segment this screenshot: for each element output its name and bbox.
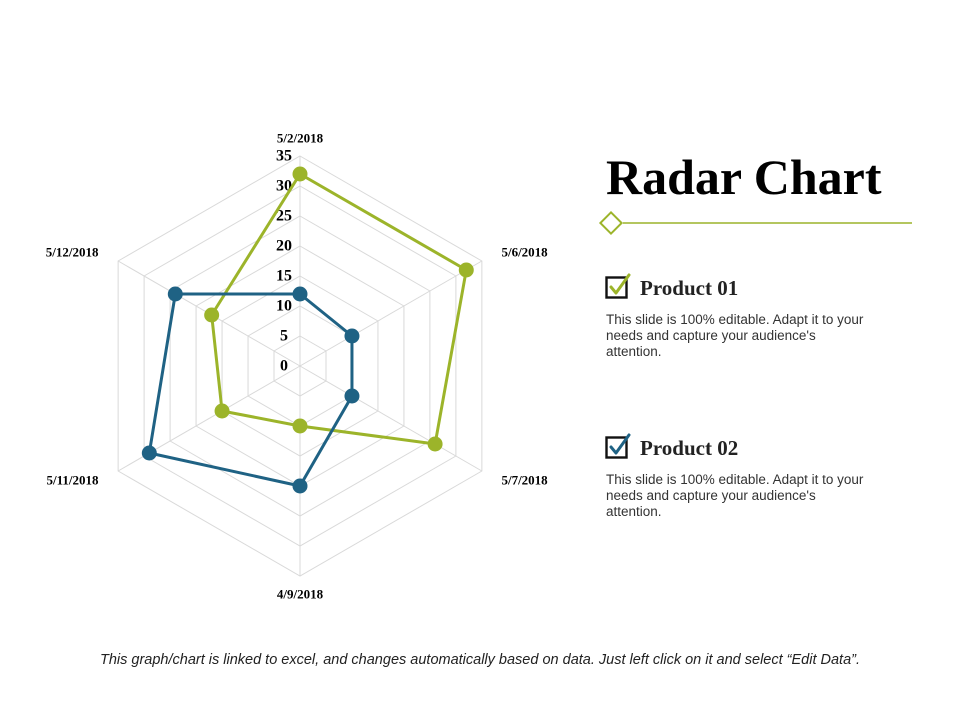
axis-tick-label: 5 [280, 328, 288, 345]
legend-item-product-02: Product 02 This slide is 100% editable. … [605, 433, 896, 520]
data-point [204, 307, 220, 323]
data-point [214, 403, 230, 419]
series-2 [141, 286, 360, 494]
axis-tick-label: 10 [276, 298, 292, 315]
legend-description: This slide is 100% editable. Adapt it to… [606, 472, 864, 519]
data-point [344, 328, 360, 344]
radar-grid [117, 155, 483, 577]
title-divider [598, 210, 912, 236]
category-label: 5/12/2018 [46, 245, 99, 260]
checkbox-check-icon [605, 433, 631, 460]
data-point [292, 286, 308, 302]
series-layer [141, 166, 474, 494]
category-label: 5/2/2018 [277, 131, 324, 146]
grid-spoke [299, 260, 483, 367]
axis-tick-label: 15 [276, 268, 292, 285]
data-point [292, 478, 308, 494]
axis-tick-label: 35 [276, 148, 292, 165]
axis-tick-label: 25 [276, 208, 292, 225]
legend-label: Product 02 [640, 435, 739, 460]
legend-description: This slide is 100% editable. Adapt it to… [606, 312, 864, 359]
series-1 [204, 166, 474, 452]
page-title: Radar Chart [606, 149, 882, 205]
footer-note: This graph/chart is linked to excel, and… [99, 652, 861, 668]
category-label: 5/11/2018 [47, 473, 100, 488]
category-label: 5/6/2018 [501, 245, 548, 260]
data-point [427, 436, 443, 452]
axis-tick-label: 0 [280, 358, 288, 375]
category-labels: 5/2/2018 5/6/2018 5/7/2018 4/9/2018 5/11/201… [46, 131, 548, 601]
data-point [292, 166, 308, 182]
axis-tick-label: 20 [276, 238, 292, 255]
category-label: 5/7/2018 [501, 473, 548, 488]
data-point [292, 418, 308, 434]
data-point [141, 445, 157, 461]
data-point [167, 286, 183, 302]
legend-label: Product 01 [640, 275, 739, 300]
axis-tick-label: 30 [276, 178, 292, 195]
category-label: 4/9/2018 [277, 587, 324, 601]
radial-axis-ticks: 0 5 10 15 20 25 30 35 [276, 148, 292, 375]
radar-chart: 0 5 10 15 20 25 30 35 5/2/2018 5/6/2018 5/7/2018 4… [46, 131, 548, 601]
data-point [458, 262, 474, 278]
legend-item-product-01: Product 01 This slide is 100% editable. … [605, 273, 896, 360]
checkbox-check-icon [605, 273, 631, 300]
grid-spoke [299, 365, 483, 472]
data-point [344, 388, 360, 404]
